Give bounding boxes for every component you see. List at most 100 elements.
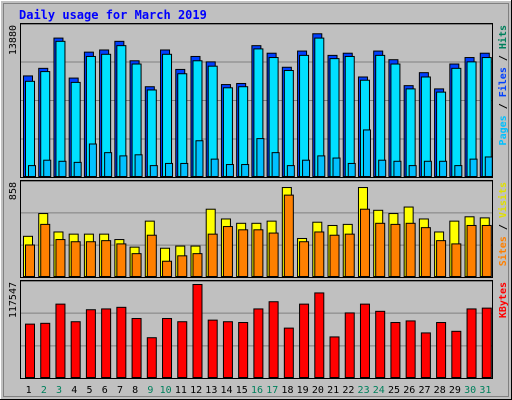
- day-label-18: 18: [281, 385, 293, 396]
- legend-item-files: Files: [497, 67, 509, 97]
- bar-kbytes-day-6: [101, 308, 112, 378]
- bar-kbytes-day-29: [451, 330, 462, 379]
- day-label-3: 3: [56, 385, 62, 396]
- bar-files-day-14: [222, 87, 233, 177]
- bar-kbytes-day-28: [436, 322, 447, 379]
- bar-pages-day-4: [73, 161, 82, 177]
- panel-3: 117547 KBytes: [8, 280, 509, 379]
- bar-pages-day-10: [165, 162, 174, 177]
- bar-sites-day-27: [420, 227, 431, 277]
- bar-sites-day-24: [375, 222, 386, 278]
- day-label-28: 28: [434, 385, 446, 396]
- bar-kbytes-day-23: [359, 303, 370, 379]
- bar-sites-day-7: [116, 243, 127, 278]
- legend-item-pages: Pages: [498, 115, 509, 145]
- bar-sites-day-11: [177, 255, 188, 278]
- bar-kbytes-day-27: [420, 332, 431, 379]
- bar-kbytes-day-26: [405, 320, 416, 379]
- bar-kbytes-day-1: [25, 323, 35, 379]
- bar-sites-day-5: [85, 241, 96, 278]
- bar-sites-day-28: [436, 240, 447, 277]
- day-label-9: 9: [147, 385, 153, 396]
- day-label-23: 23: [358, 385, 370, 396]
- bar-sites-day-9: [146, 234, 157, 278]
- legend: KBytes: [498, 282, 509, 318]
- bar-sites-day-22: [344, 233, 355, 277]
- bar-sites-day-25: [390, 223, 401, 277]
- bar-sites-day-19: [299, 241, 310, 278]
- legend-item-kbytes: KBytes: [498, 282, 509, 318]
- bar-sites-day-20: [314, 231, 325, 277]
- bar-kbytes-day-30: [466, 308, 477, 378]
- day-label-29: 29: [449, 385, 461, 396]
- day-label-16: 16: [251, 385, 263, 396]
- bar-kbytes-day-20: [314, 292, 325, 379]
- panel-2: 858 Sites / Visits: [8, 180, 509, 278]
- bar-pages-day-29: [454, 165, 463, 178]
- bar-pages-day-26: [408, 165, 417, 178]
- legend: Sites / Visits: [497, 182, 509, 266]
- bar-kbytes-day-14: [222, 321, 233, 379]
- bar-sites-day-31: [481, 224, 492, 278]
- bar-files-day-3: [55, 40, 66, 177]
- day-label-4: 4: [71, 385, 77, 396]
- bar-pages-day-24: [378, 159, 387, 178]
- bar-files-day-24: [375, 54, 386, 177]
- bar-kbytes-day-21: [329, 336, 340, 378]
- day-label-1: 1: [26, 385, 32, 396]
- y-max-label: 13880: [8, 25, 19, 55]
- bar-pages-day-17: [271, 152, 280, 177]
- bar-kbytes-day-25: [390, 322, 401, 379]
- bar-sites-day-23: [359, 208, 370, 277]
- bar-sites-day-1: [25, 244, 35, 277]
- bar-pages-day-11: [180, 162, 189, 177]
- bar-pages-day-28: [439, 160, 448, 178]
- y-max-label: 117547: [8, 282, 19, 318]
- bar-kbytes-day-16: [253, 308, 264, 378]
- legend-item-sites: Sites: [497, 236, 509, 266]
- bar-sites-day-2: [40, 223, 51, 277]
- bar-pages-day-20: [317, 155, 326, 178]
- bar-files-day-10: [162, 53, 173, 177]
- bar-pages-day-9: [149, 165, 158, 178]
- bar-sites-day-18: [283, 194, 294, 277]
- bar-pages-day-7: [119, 155, 128, 178]
- legend: Pages / Files / Hits: [497, 25, 509, 145]
- bar-pages-day-21: [332, 157, 341, 177]
- bar-pages-day-16: [256, 138, 265, 178]
- bar-files-day-11: [177, 73, 188, 177]
- bar-files-day-9: [146, 89, 157, 177]
- bar-kbytes-day-19: [299, 303, 310, 379]
- y-max-label: 858: [8, 182, 19, 200]
- bar-kbytes-day-31: [481, 307, 492, 378]
- bar-pages-day-8: [134, 154, 143, 178]
- day-label-2: 2: [41, 385, 47, 396]
- bar-kbytes-day-8: [131, 318, 142, 378]
- bar-kbytes-day-24: [375, 310, 386, 379]
- bar-files-day-15: [238, 86, 249, 177]
- bar-files-day-19: [299, 54, 310, 177]
- day-label-10: 10: [160, 385, 172, 396]
- bar-sites-day-16: [253, 229, 264, 277]
- bar-kbytes-day-11: [177, 321, 188, 379]
- day-label-26: 26: [403, 385, 415, 396]
- day-label-17: 17: [266, 385, 278, 396]
- bar-kbytes-day-13: [207, 319, 218, 378]
- bar-pages-day-19: [302, 159, 311, 178]
- legend-separator: /: [498, 49, 509, 67]
- legend-separator: /: [498, 97, 509, 115]
- bar-files-day-22: [344, 55, 355, 177]
- bar-sites-day-21: [329, 234, 340, 278]
- bar-pages-day-22: [347, 162, 356, 177]
- day-label-11: 11: [175, 385, 187, 396]
- day-label-13: 13: [205, 385, 217, 396]
- day-label-19: 19: [297, 385, 309, 396]
- bar-kbytes-day-17: [268, 301, 279, 379]
- day-label-31: 31: [479, 385, 491, 396]
- bar-pages-day-1: [28, 165, 36, 178]
- chart-title: Daily usage for March 2019: [19, 8, 207, 22]
- bar-pages-day-5: [88, 143, 97, 178]
- bar-pages-day-15: [241, 164, 250, 178]
- bar-pages-day-25: [393, 160, 402, 178]
- bar-pages-day-3: [58, 160, 67, 178]
